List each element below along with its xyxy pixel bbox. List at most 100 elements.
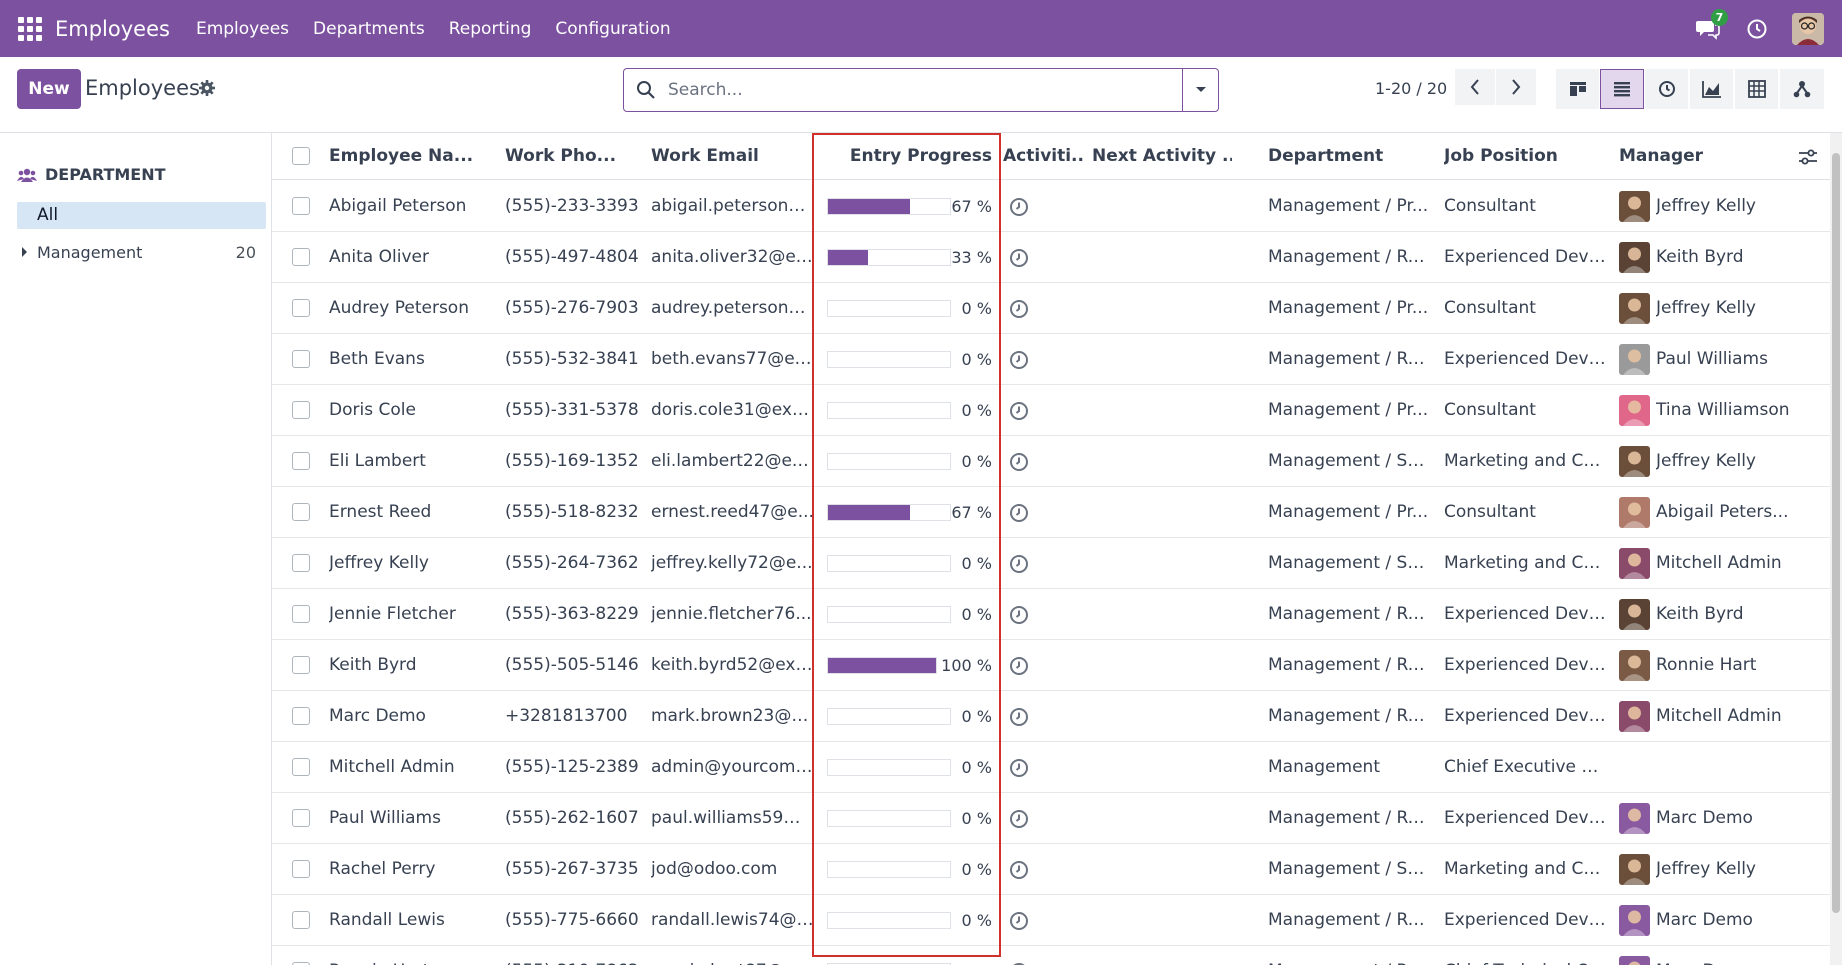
manager-avatar[interactable]: [1619, 701, 1650, 732]
manager-avatar[interactable]: [1619, 446, 1650, 477]
select-all-checkbox[interactable]: [292, 147, 310, 165]
manager-name[interactable]: Keith Byrd: [1656, 604, 1744, 624]
activity-clock-icon[interactable]: [1009, 248, 1029, 268]
employee-name[interactable]: Randall Lewis: [329, 910, 445, 930]
activity-clock-icon[interactable]: [1009, 401, 1029, 421]
employee-name[interactable]: Anita Oliver: [329, 247, 429, 267]
row-checkbox[interactable]: [292, 197, 310, 215]
employee-name[interactable]: Paul Williams: [329, 808, 441, 828]
manager-name[interactable]: Marc Demo: [1656, 808, 1753, 828]
manager-avatar[interactable]: [1619, 803, 1650, 834]
apps-menu-icon[interactable]: [18, 16, 42, 41]
employee-name[interactable]: Marc Demo: [329, 706, 426, 726]
row-checkbox[interactable]: [292, 707, 310, 725]
employee-name[interactable]: Jennie Fletcher: [329, 604, 456, 624]
table-row[interactable]: Audrey Peterson (555)-276-7903 audrey.pete…: [272, 283, 1830, 334]
search-input[interactable]: [668, 69, 1168, 111]
column-next-activity[interactable]: Next Activity ...: [1092, 146, 1232, 166]
row-checkbox[interactable]: [292, 503, 310, 521]
activity-clock-icon[interactable]: [1009, 809, 1029, 829]
pager-value[interactable]: 1-20 / 20: [1375, 79, 1448, 98]
manager-name[interactable]: Jeffrey Kelly: [1656, 451, 1756, 471]
pager-next-button[interactable]: [1496, 69, 1536, 105]
table-row[interactable]: Mitchell Admin (555)-125-2389 admin@yourco…: [272, 742, 1830, 793]
manager-name[interactable]: Jeffrey Kelly: [1656, 859, 1756, 879]
employee-name[interactable]: Abigail Peterson: [329, 196, 467, 216]
manager-name[interactable]: Marc Demo: [1656, 946, 1806, 965]
employee-name[interactable]: Ernest Reed: [329, 502, 432, 522]
activity-clock-icon[interactable]: [1009, 962, 1029, 965]
manager-avatar[interactable]: [1619, 293, 1650, 324]
manager-name[interactable]: Keith Byrd: [1656, 247, 1744, 267]
messaging-icon[interactable]: 7: [1696, 8, 1728, 40]
table-row[interactable]: Doris Cole (555)-331-5378 doris.cole31@exa…: [272, 385, 1830, 436]
new-button[interactable]: New: [17, 69, 81, 109]
column-work-email[interactable]: Work Email: [651, 146, 759, 166]
column-work-phone[interactable]: Work Pho...: [505, 146, 617, 166]
table-row[interactable]: Randall Lewis (555)-775-6660 randall.lewis…: [272, 895, 1830, 946]
hierarchy-view-button[interactable]: [1780, 69, 1824, 109]
activity-view-button[interactable]: [1645, 69, 1689, 109]
column-entry-progress[interactable]: Entry Progress: [849, 146, 992, 166]
table-row[interactable]: Paul Williams (555)-262-1607 paul.williams…: [272, 793, 1830, 844]
pivot-view-button[interactable]: [1735, 69, 1779, 109]
employee-name[interactable]: Audrey Peterson: [329, 298, 469, 318]
row-checkbox[interactable]: [292, 809, 310, 827]
activity-clock-icon[interactable]: [1009, 503, 1029, 523]
activity-clock-icon[interactable]: [1009, 707, 1029, 727]
table-row[interactable]: Rachel Perry (555)-267-3735 jod@odoo.com 0 …: [272, 844, 1830, 895]
table-row[interactable]: Ernest Reed (555)-518-8232 ernest.reed47@e…: [272, 487, 1830, 538]
table-row[interactable]: Abigail Peterson (555)-233-3393 abigail.pe…: [272, 181, 1830, 232]
manager-avatar[interactable]: [1619, 242, 1650, 273]
manager-name[interactable]: Ronnie Hart: [1656, 655, 1757, 675]
table-row[interactable]: Marc Demo +3281813700 mark.brown23@e... 0 %…: [272, 691, 1830, 742]
manager-name[interactable]: Jeffrey Kelly: [1656, 298, 1756, 318]
column-activities[interactable]: Activiti...: [1003, 146, 1083, 166]
employee-name[interactable]: Mitchell Admin: [329, 757, 455, 777]
employee-name[interactable]: Eli Lambert: [329, 451, 426, 471]
table-row[interactable]: Eli Lambert (555)-169-1352 eli.lambert22@e…: [272, 436, 1830, 487]
manager-name[interactable]: Paul Williams: [1656, 349, 1768, 369]
activity-clock-icon[interactable]: [1009, 554, 1029, 574]
optional-columns-icon[interactable]: [1798, 148, 1818, 166]
column-manager[interactable]: Manager: [1619, 146, 1704, 166]
manager-avatar[interactable]: [1619, 344, 1650, 375]
row-checkbox[interactable]: [292, 860, 310, 878]
pager-previous-button[interactable]: [1455, 69, 1495, 105]
manager-name[interactable]: Abigail Peters...: [1656, 502, 1789, 522]
table-row[interactable]: Keith Byrd (555)-505-5146 keith.byrd52@exa…: [272, 640, 1830, 691]
column-employee-name[interactable]: Employee Na...: [329, 146, 474, 166]
manager-avatar[interactable]: [1619, 395, 1650, 426]
manager-name[interactable]: Jeffrey Kelly: [1656, 196, 1756, 216]
row-checkbox[interactable]: [292, 911, 310, 929]
table-row[interactable]: Jennie Fletcher (555)-363-8229 jennie.flet…: [272, 589, 1830, 640]
row-checkbox[interactable]: [292, 248, 310, 266]
row-checkbox[interactable]: [292, 656, 310, 674]
row-checkbox[interactable]: [292, 350, 310, 368]
manager-avatar[interactable]: [1619, 191, 1650, 222]
scrollbar-thumb[interactable]: [1832, 153, 1840, 913]
activity-clock-icon[interactable]: [1009, 197, 1029, 217]
app-brand[interactable]: Employees: [55, 16, 170, 41]
activity-clock-icon[interactable]: [1009, 605, 1029, 625]
menu-departments[interactable]: Departments: [313, 18, 425, 39]
column-job-position[interactable]: Job Position: [1444, 146, 1558, 166]
row-checkbox[interactable]: [292, 299, 310, 317]
manager-name[interactable]: Mitchell Admin: [1656, 553, 1782, 573]
row-checkbox[interactable]: [292, 452, 310, 470]
menu-reporting[interactable]: Reporting: [448, 18, 532, 39]
graph-view-button[interactable]: [1690, 69, 1734, 109]
table-row[interactable]: Jeffrey Kelly (555)-264-7362 jeffrey.kelly…: [272, 538, 1830, 589]
list-view-button[interactable]: [1600, 69, 1644, 109]
sidebar-item-all[interactable]: All: [17, 202, 266, 229]
manager-name[interactable]: Mitchell Admin: [1656, 706, 1782, 726]
employee-name[interactable]: Doris Cole: [329, 400, 416, 420]
manager-avatar[interactable]: [1619, 854, 1650, 885]
activity-clock-icon[interactable]: [1746, 18, 1768, 40]
employee-name[interactable]: Ronnie Hart: [329, 946, 494, 965]
list-scrollbar[interactable]: [1830, 133, 1842, 965]
employee-name[interactable]: Rachel Perry: [329, 859, 436, 879]
table-row[interactable]: Anita Oliver (555)-497-4804 anita.oliver32…: [272, 232, 1830, 283]
row-checkbox[interactable]: [292, 962, 310, 965]
manager-avatar[interactable]: [1619, 905, 1650, 936]
